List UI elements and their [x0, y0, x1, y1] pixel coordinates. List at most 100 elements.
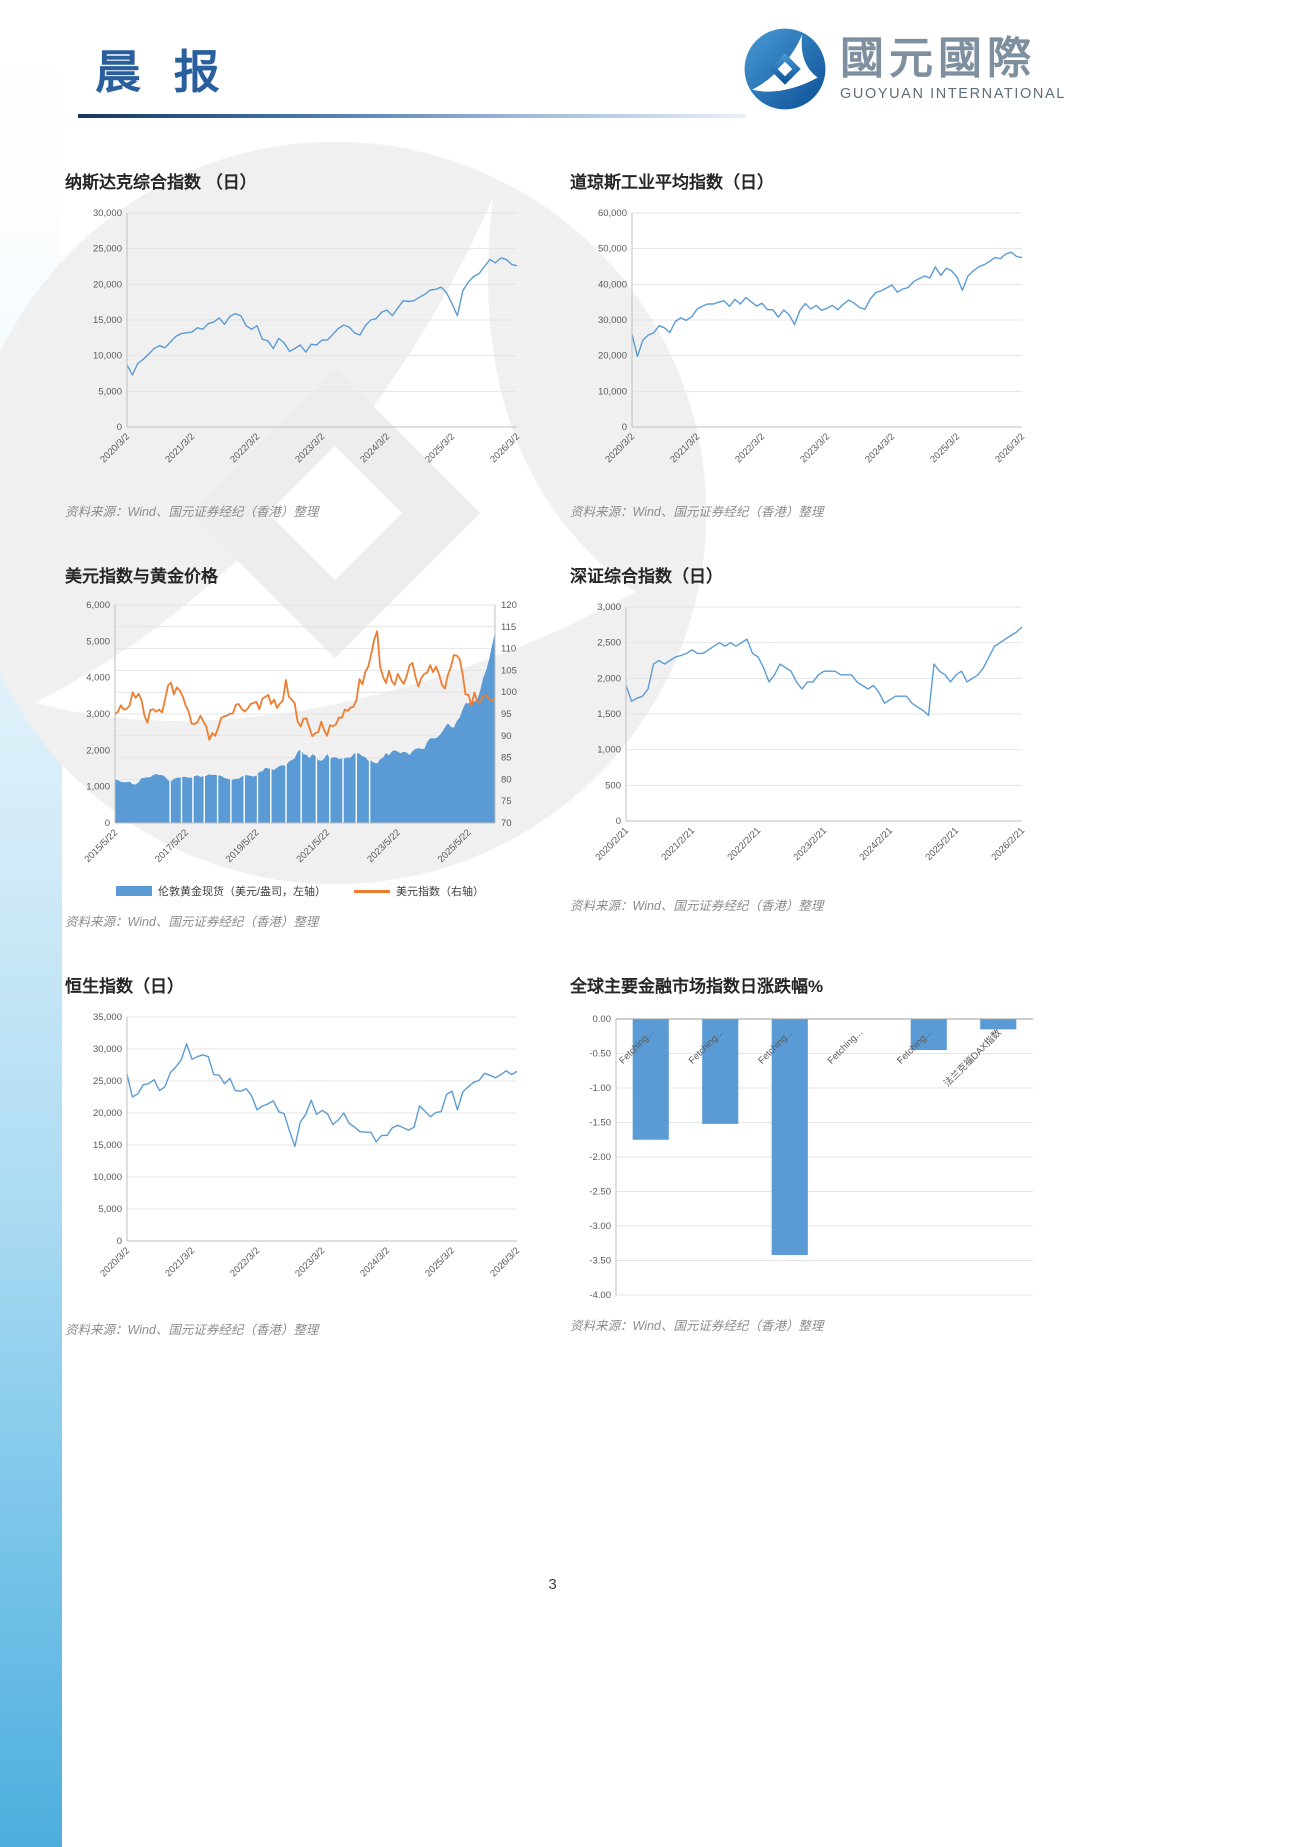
svg-text:10,000: 10,000: [93, 351, 122, 362]
svg-text:-4.00: -4.00: [589, 1290, 611, 1301]
svg-text:2021/3/2: 2021/3/2: [668, 431, 702, 465]
svg-text:2,000: 2,000: [597, 673, 621, 684]
brand-block: 國元國際 GUOYUAN INTERNATIONAL: [742, 26, 1066, 112]
charts-grid: 纳斯达克综合指数 （日） 0 5,000 10,000 15,000 20,000 25,…: [65, 168, 1040, 1338]
svg-text:115: 115: [501, 622, 516, 633]
svg-text:5,000: 5,000: [86, 636, 110, 647]
svg-text:6,000: 6,000: [86, 600, 110, 611]
svg-text:30,000: 30,000: [598, 315, 627, 326]
svg-text:20,000: 20,000: [93, 1108, 122, 1119]
svg-text:-3.50: -3.50: [589, 1256, 611, 1267]
dow-chart-card: 道琼斯工业平均指数（日） 0 10,000 20,000 30,000 40,000 50…: [570, 168, 1040, 520]
company-name-cn: 國元國際: [840, 34, 1036, 84]
svg-text:5,000: 5,000: [98, 1204, 122, 1215]
svg-text:-1.50: -1.50: [589, 1118, 611, 1129]
svg-text:80: 80: [501, 774, 512, 785]
gold-legend-label: 伦敦黄金现货（美元/盎司，左轴）: [157, 886, 327, 898]
svg-text:35,000: 35,000: [93, 1012, 122, 1023]
svg-text:2020/2/21: 2020/2/21: [593, 825, 631, 863]
svg-text:15,000: 15,000: [93, 315, 122, 326]
svg-text:5,000: 5,000: [98, 386, 122, 397]
szcomp-chart: 0 500 1,000 1,500 2,000 2,500 3,000 2020/2/21 20…: [593, 602, 1027, 863]
gold-usd-legend: 伦敦黄金现货（美元/盎司，左轴） 美元指数（右轴）: [65, 883, 535, 899]
hsi-chart: 0 5,000 10,000 15,000 20,000 25,000 30,000 35,0…: [93, 1012, 522, 1279]
svg-text:25,000: 25,000: [93, 244, 122, 255]
svg-text:15,000: 15,000: [93, 1140, 122, 1151]
svg-text:2023/3/2: 2023/3/2: [293, 431, 327, 465]
svg-text:100: 100: [501, 687, 517, 698]
svg-text:2,000: 2,000: [86, 745, 110, 756]
svg-text:2,500: 2,500: [597, 638, 621, 649]
svg-text:2022/2/21: 2022/2/21: [725, 825, 763, 863]
page-number: 3: [548, 1576, 557, 1593]
page-title: 晨 报: [95, 46, 230, 98]
svg-text:-2.50: -2.50: [589, 1187, 611, 1198]
title-divider: [78, 114, 746, 118]
gold-usd-chart-card: 美元指数与黄金价格 0 1,000 2,000 3,000 4,000 5,000 6,00…: [65, 562, 535, 930]
page-header: 晨 报 國元國際 GUOYUAN INTERNATIONAL: [0, 0, 1306, 168]
svg-text:25,000: 25,000: [93, 1076, 122, 1087]
source-caption: 资料来源：Wind、国元证券经纪（香港）整理: [65, 505, 319, 519]
svg-text:2021/3/2: 2021/3/2: [163, 431, 197, 465]
svg-text:2023/3/2: 2023/3/2: [798, 431, 832, 465]
source-caption: 资料来源：Wind、国元证券经纪（香港）整理: [570, 1319, 824, 1333]
svg-text:2020/3/2: 2020/3/2: [98, 431, 132, 465]
svg-text:2023/3/2: 2023/3/2: [293, 1245, 327, 1279]
svg-text:10,000: 10,000: [93, 1172, 122, 1183]
svg-text:-0.50: -0.50: [589, 1049, 611, 1060]
svg-text:0: 0: [117, 1236, 122, 1247]
svg-text:2017/5/22: 2017/5/22: [153, 827, 191, 865]
svg-text:20,000: 20,000: [93, 279, 122, 290]
svg-text:3,000: 3,000: [597, 602, 621, 613]
svg-text:90: 90: [501, 731, 512, 742]
svg-text:3,000: 3,000: [86, 709, 110, 720]
svg-text:2026/3/2: 2026/3/2: [488, 1245, 522, 1279]
svg-text:0: 0: [622, 422, 627, 433]
svg-text:2021/2/21: 2021/2/21: [659, 825, 697, 863]
svg-text:2022/3/2: 2022/3/2: [228, 431, 262, 465]
source-caption: 资料来源：Wind、国元证券经纪（香港）整理: [65, 915, 319, 929]
brand-text: 國元國際 GUOYUAN INTERNATIONAL: [840, 34, 1066, 102]
svg-text:1,000: 1,000: [86, 782, 110, 793]
svg-text:2020/3/2: 2020/3/2: [603, 431, 637, 465]
svg-text:-2.00: -2.00: [589, 1152, 611, 1163]
chart-title: 纳斯达克综合指数 （日）: [65, 173, 257, 192]
svg-text:2015/5/22: 2015/5/22: [82, 827, 120, 865]
svg-text:500: 500: [605, 780, 621, 791]
svg-text:10,000: 10,000: [598, 386, 627, 397]
chart-title: 美元指数与黄金价格: [65, 567, 218, 586]
svg-text:2020/3/2: 2020/3/2: [98, 1245, 132, 1279]
svg-text:4,000: 4,000: [86, 673, 110, 684]
svg-text:2024/3/2: 2024/3/2: [358, 431, 392, 465]
svg-text:40,000: 40,000: [598, 279, 627, 290]
chart-title: 恒生指数（日）: [65, 977, 184, 996]
svg-text:1,500: 1,500: [597, 709, 621, 720]
svg-text:105: 105: [501, 665, 517, 676]
dow-chart: 0 10,000 20,000 30,000 40,000 50,000 60,000 202…: [598, 208, 1027, 465]
svg-text:75: 75: [501, 796, 512, 807]
usd-legend-item: 美元指数（右轴）: [354, 883, 484, 899]
svg-text:50,000: 50,000: [598, 244, 627, 255]
nasdaq-chart-card: 纳斯达克综合指数 （日） 0 5,000 10,000 15,000 20,000 25,…: [65, 168, 535, 520]
svg-text:2023/2/21: 2023/2/21: [791, 825, 829, 863]
svg-text:2021/3/2: 2021/3/2: [163, 1245, 197, 1279]
svg-text:2025/5/22: 2025/5/22: [436, 827, 474, 865]
gold-usd-chart: 0 1,000 2,000 3,000 4,000 5,000 6,000 70 75 80 85 9…: [82, 600, 517, 865]
usd-legend-label: 美元指数（右轴）: [396, 886, 485, 898]
svg-text:2022/3/2: 2022/3/2: [733, 431, 767, 465]
source-caption: 资料来源：Wind、国元证券经纪（香港）整理: [570, 505, 824, 519]
svg-text:2025/3/2: 2025/3/2: [423, 431, 457, 465]
nasdaq-chart: 0 5,000 10,000 15,000 20,000 25,000 30,000 2020…: [93, 208, 522, 465]
svg-text:95: 95: [501, 709, 512, 720]
svg-text:2021/5/22: 2021/5/22: [294, 827, 332, 865]
svg-text:85: 85: [501, 753, 512, 764]
svg-text:120: 120: [501, 600, 517, 611]
guoyuan-logo-icon: [744, 28, 826, 110]
company-name-en: GUOYUAN INTERNATIONAL: [840, 85, 1066, 102]
svg-text:2025/3/2: 2025/3/2: [928, 431, 962, 465]
svg-text:30,000: 30,000: [93, 208, 122, 219]
svg-text:2026/3/2: 2026/3/2: [488, 431, 522, 465]
chart-title: 深证综合指数（日）: [570, 567, 723, 586]
svg-text:110: 110: [501, 644, 516, 655]
svg-text:30,000: 30,000: [93, 1044, 122, 1055]
